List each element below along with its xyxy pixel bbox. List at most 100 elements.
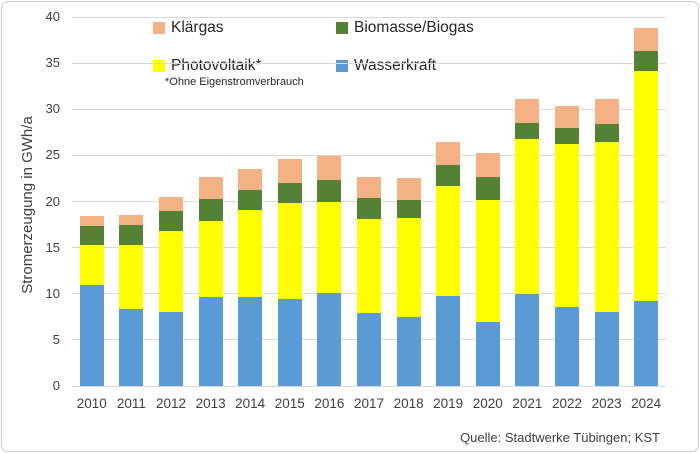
x-tick-label: 2010 — [76, 396, 107, 411]
bar-segment-klrgas-2012 — [159, 196, 183, 211]
biomasse-swatch-icon — [336, 22, 348, 34]
bar-segment-wasserkraft-2022 — [555, 306, 579, 386]
bar-segment-klrgas-2022 — [555, 105, 579, 128]
x-tick-label: 2020 — [472, 396, 503, 411]
bar-segment-klrgas-2011 — [119, 215, 144, 225]
bar-segment-wasserkraft-2015 — [277, 299, 302, 386]
bar-segment-klrgas-2015 — [277, 159, 302, 184]
gridline — [72, 16, 666, 18]
gridline — [72, 385, 666, 387]
bar-segment-klrgas-2013 — [198, 176, 223, 199]
bar-segment-biomassebiogas-2013 — [198, 198, 223, 221]
y-tick-label: 5 — [52, 331, 60, 347]
y-tick-label: 10 — [45, 285, 60, 301]
y-tick-label: 40 — [45, 9, 60, 24]
bar-segment-biomassebiogas-2017 — [357, 197, 381, 220]
bar-segment-wasserkraft-2016 — [317, 292, 342, 386]
bar-segment-biomassebiogas-2024 — [634, 51, 659, 72]
bar-segment-biomassebiogas-2018 — [396, 199, 421, 219]
bar-segment-klrgas-2023 — [594, 99, 619, 125]
legend-label: Wasserkraft — [354, 57, 437, 74]
bar-segment-photovoltaik-2014 — [238, 209, 263, 298]
x-tick-label: 2014 — [235, 396, 266, 411]
x-tick-label: 2022 — [551, 396, 583, 411]
legend-footnote: *Ohne Eigenstromverbrauch — [165, 76, 304, 88]
bar-segment-biomassebiogas-2011 — [119, 224, 144, 245]
bar-segment-photovoltaik-2010 — [79, 244, 104, 285]
x-tick-label: 2024 — [631, 396, 662, 411]
bar-segment-photovoltaik-2018 — [396, 218, 421, 317]
bar-segment-photovoltaik-2022 — [555, 144, 579, 307]
x-tick-label: 2019 — [433, 396, 464, 411]
bar-segment-wasserkraft-2020 — [475, 322, 500, 386]
bar-segment-klrgas-2024 — [634, 28, 659, 52]
bar-segment-photovoltaik-2023 — [594, 142, 619, 313]
bar-segment-wasserkraft-2017 — [357, 313, 381, 386]
x-tick-label: 2016 — [314, 396, 345, 411]
bar-segment-photovoltaik-2015 — [277, 203, 302, 300]
bar-segment-biomassebiogas-2023 — [594, 124, 619, 143]
bar-segment-klrgas-2014 — [238, 169, 263, 191]
bar-segment-klrgas-2019 — [436, 141, 461, 165]
x-tick-label: 2015 — [274, 396, 305, 411]
bar-segment-wasserkraft-2012 — [159, 312, 183, 386]
bar-segment-wasserkraft-2019 — [436, 295, 461, 386]
bar-segment-biomassebiogas-2021 — [515, 123, 540, 139]
bar-segment-photovoltaik-2021 — [515, 138, 540, 294]
bar-segment-biomassebiogas-2014 — [238, 190, 263, 210]
y-tick-label: 35 — [45, 55, 60, 71]
x-tick-label: 2011 — [116, 396, 146, 411]
bar-segment-klrgas-2020 — [475, 152, 500, 177]
bar-segment-biomassebiogas-2016 — [317, 180, 342, 202]
bar-segment-wasserkraft-2023 — [594, 312, 619, 386]
legend-label: Biomasse/Biogas — [354, 19, 474, 36]
x-tick-label: 2021 — [512, 396, 543, 411]
bar-segment-photovoltaik-2019 — [436, 185, 461, 296]
y-tick-label: 25 — [45, 147, 60, 163]
legend-label: Photovoltaik* — [171, 57, 262, 74]
bar-segment-photovoltaik-2012 — [159, 231, 183, 313]
x-tick-label: 2017 — [353, 396, 385, 411]
bar-segment-photovoltaik-2017 — [357, 219, 381, 314]
legend-label: Klärgas — [171, 19, 224, 36]
bar-segment-wasserkraft-2024 — [634, 301, 659, 386]
y-tick-label: 20 — [45, 193, 60, 209]
plot-area — [72, 16, 666, 387]
bar-segment-wasserkraft-2011 — [119, 308, 144, 386]
gridline — [72, 154, 666, 156]
y-tick-label: 15 — [45, 239, 60, 255]
gridline — [72, 62, 666, 64]
bar-segment-biomassebiogas-2012 — [159, 210, 183, 232]
bar-segment-wasserkraft-2013 — [198, 296, 223, 386]
bar-segment-biomassebiogas-2015 — [277, 183, 302, 204]
bar-segment-wasserkraft-2018 — [396, 316, 421, 386]
bar-segment-klrgas-2018 — [396, 177, 421, 200]
bar-segment-klrgas-2010 — [79, 216, 104, 227]
bar-segment-klrgas-2017 — [357, 176, 381, 198]
bar-segment-photovoltaik-2020 — [475, 199, 500, 323]
bar-segment-klrgas-2016 — [317, 156, 342, 181]
bar-segment-klrgas-2021 — [515, 99, 540, 124]
bar-segment-biomassebiogas-2019 — [436, 164, 461, 186]
legend-item-biomasse: Biomasse/Biogas — [336, 19, 474, 37]
bar-segment-wasserkraft-2021 — [515, 293, 540, 386]
bar-segment-biomassebiogas-2010 — [79, 226, 104, 245]
bar-segment-photovoltaik-2011 — [119, 244, 144, 309]
x-tick-label: 2018 — [393, 396, 424, 411]
x-tick-label: 2023 — [591, 396, 622, 411]
bar-segment-photovoltaik-2024 — [634, 71, 659, 302]
bar-segment-photovoltaik-2013 — [198, 220, 223, 297]
bar-segment-wasserkraft-2010 — [79, 284, 104, 386]
x-tick-label: 2012 — [155, 396, 187, 411]
source-note: Quelle: Stadtwerke Tübingen; KST — [460, 430, 660, 445]
y-tick-label: 0 — [52, 378, 60, 393]
bar-segment-wasserkraft-2014 — [238, 297, 263, 386]
gridline — [72, 108, 666, 110]
bar-segment-biomassebiogas-2020 — [475, 176, 500, 200]
bar-segment-biomassebiogas-2022 — [555, 127, 579, 145]
x-tick-label: 2013 — [195, 396, 226, 411]
y-tick-label: 30 — [45, 101, 60, 117]
bar-segment-photovoltaik-2016 — [317, 201, 342, 293]
klaergas-swatch-icon — [153, 22, 165, 34]
